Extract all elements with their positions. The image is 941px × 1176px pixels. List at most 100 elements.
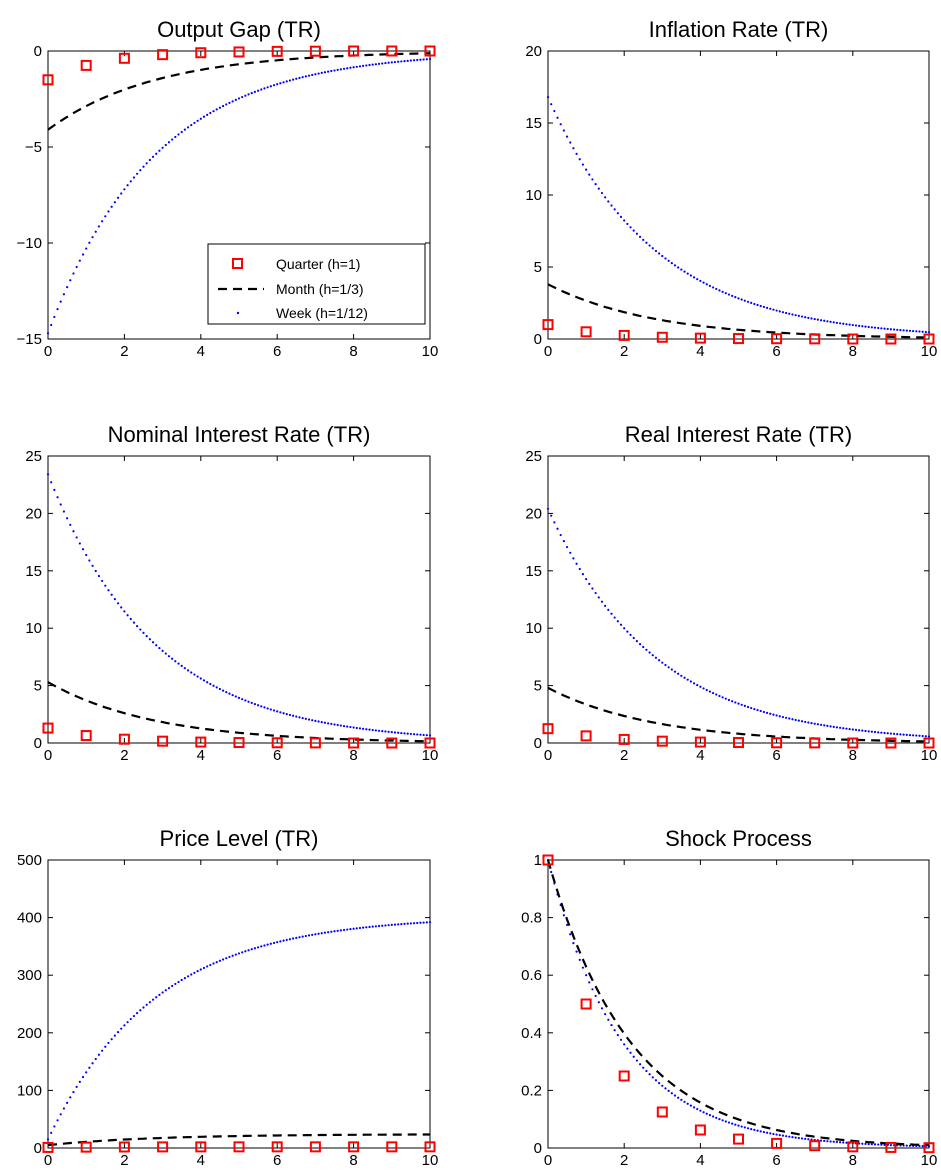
week-point bbox=[597, 596, 600, 599]
week-point bbox=[705, 688, 708, 692]
week-point bbox=[215, 686, 218, 689]
week-point bbox=[186, 975, 190, 978]
x-tick-label: 6 bbox=[273, 343, 281, 360]
week-point bbox=[397, 60, 400, 63]
y-tick-label: 25 bbox=[25, 448, 42, 465]
week-point bbox=[819, 1139, 823, 1142]
week-point bbox=[753, 1128, 756, 1131]
series-week bbox=[546, 507, 931, 738]
week-point bbox=[183, 977, 186, 980]
week-point bbox=[794, 314, 797, 317]
week-point bbox=[740, 298, 743, 301]
week-point bbox=[588, 173, 591, 176]
week-point bbox=[683, 1100, 686, 1103]
week-point bbox=[263, 87, 266, 90]
series-week bbox=[546, 95, 931, 334]
week-point bbox=[699, 279, 702, 283]
week-point bbox=[234, 953, 237, 956]
week-point bbox=[642, 238, 645, 241]
week-point bbox=[734, 701, 737, 704]
week-point bbox=[101, 579, 104, 583]
week-point bbox=[870, 1143, 873, 1146]
week-point bbox=[81, 1075, 85, 1079]
week-point bbox=[244, 94, 247, 97]
x-tick-label: 8 bbox=[349, 343, 357, 360]
week-point bbox=[257, 89, 260, 92]
week-point bbox=[908, 329, 912, 332]
week-point bbox=[97, 1053, 101, 1056]
week-point bbox=[902, 329, 905, 332]
week-point bbox=[692, 1106, 696, 1109]
week-point bbox=[215, 108, 218, 111]
week-point bbox=[422, 733, 425, 737]
week-point bbox=[788, 312, 791, 315]
week-point bbox=[209, 963, 212, 967]
quarter-marker bbox=[118, 1141, 130, 1153]
week-point bbox=[110, 205, 113, 208]
week-point bbox=[562, 129, 565, 132]
week-point bbox=[237, 97, 241, 100]
week-point bbox=[330, 69, 333, 73]
x-tick-label: 0 bbox=[544, 1152, 552, 1169]
week-point bbox=[896, 328, 899, 331]
week-point bbox=[272, 84, 276, 87]
y-tick-label: 100 bbox=[17, 1082, 42, 1099]
axes-box bbox=[47, 50, 431, 340]
week-point bbox=[645, 241, 648, 244]
week-point bbox=[257, 946, 260, 949]
week-point bbox=[924, 735, 927, 738]
week-point bbox=[762, 710, 766, 714]
quarter-marker bbox=[656, 735, 668, 747]
week-point bbox=[737, 702, 740, 705]
week-point bbox=[616, 620, 619, 623]
x-tick-label: 0 bbox=[544, 343, 552, 360]
week-point bbox=[352, 927, 355, 930]
week-point bbox=[578, 158, 581, 161]
quarter-marker bbox=[885, 333, 897, 345]
week-point bbox=[692, 682, 696, 685]
week-point bbox=[266, 943, 269, 946]
axes-box bbox=[47, 859, 431, 1149]
week-point bbox=[699, 685, 702, 688]
week-point bbox=[161, 146, 164, 149]
week-point bbox=[228, 955, 231, 959]
week-point bbox=[626, 1047, 629, 1050]
week-point bbox=[667, 259, 670, 262]
quarter-marker bbox=[885, 1141, 897, 1153]
quarter-marker bbox=[771, 333, 783, 345]
quarter-marker bbox=[118, 52, 130, 64]
week-point bbox=[813, 722, 816, 725]
week-point bbox=[221, 958, 225, 961]
week-point bbox=[699, 1109, 702, 1112]
week-point bbox=[158, 993, 161, 996]
quarter-marker bbox=[309, 45, 321, 57]
y-tick-label: 20 bbox=[25, 505, 42, 522]
plot-area bbox=[42, 45, 436, 335]
week-point bbox=[171, 657, 174, 660]
week-point bbox=[384, 924, 387, 927]
week-point bbox=[381, 924, 384, 927]
week-point bbox=[877, 1143, 880, 1146]
week-point bbox=[873, 1143, 877, 1146]
series-month-line bbox=[547, 686, 929, 743]
series-quarter bbox=[542, 723, 935, 749]
week-point bbox=[174, 982, 177, 986]
week-point bbox=[673, 1094, 677, 1097]
quarter-marker bbox=[309, 737, 321, 749]
week-point bbox=[355, 726, 358, 730]
series-month-line bbox=[547, 283, 930, 339]
quarter-marker bbox=[618, 733, 630, 745]
week-point bbox=[619, 215, 623, 218]
x-tick-label: 4 bbox=[696, 747, 704, 764]
week-point bbox=[116, 602, 120, 605]
week-point bbox=[721, 696, 724, 699]
week-point bbox=[810, 722, 813, 725]
week-point bbox=[858, 729, 861, 732]
week-point bbox=[237, 696, 241, 699]
series-week bbox=[46, 921, 432, 1141]
week-point bbox=[880, 1143, 883, 1146]
week-point bbox=[368, 728, 371, 731]
week-point bbox=[588, 981, 591, 984]
week-point bbox=[295, 77, 298, 80]
week-point bbox=[759, 709, 762, 713]
